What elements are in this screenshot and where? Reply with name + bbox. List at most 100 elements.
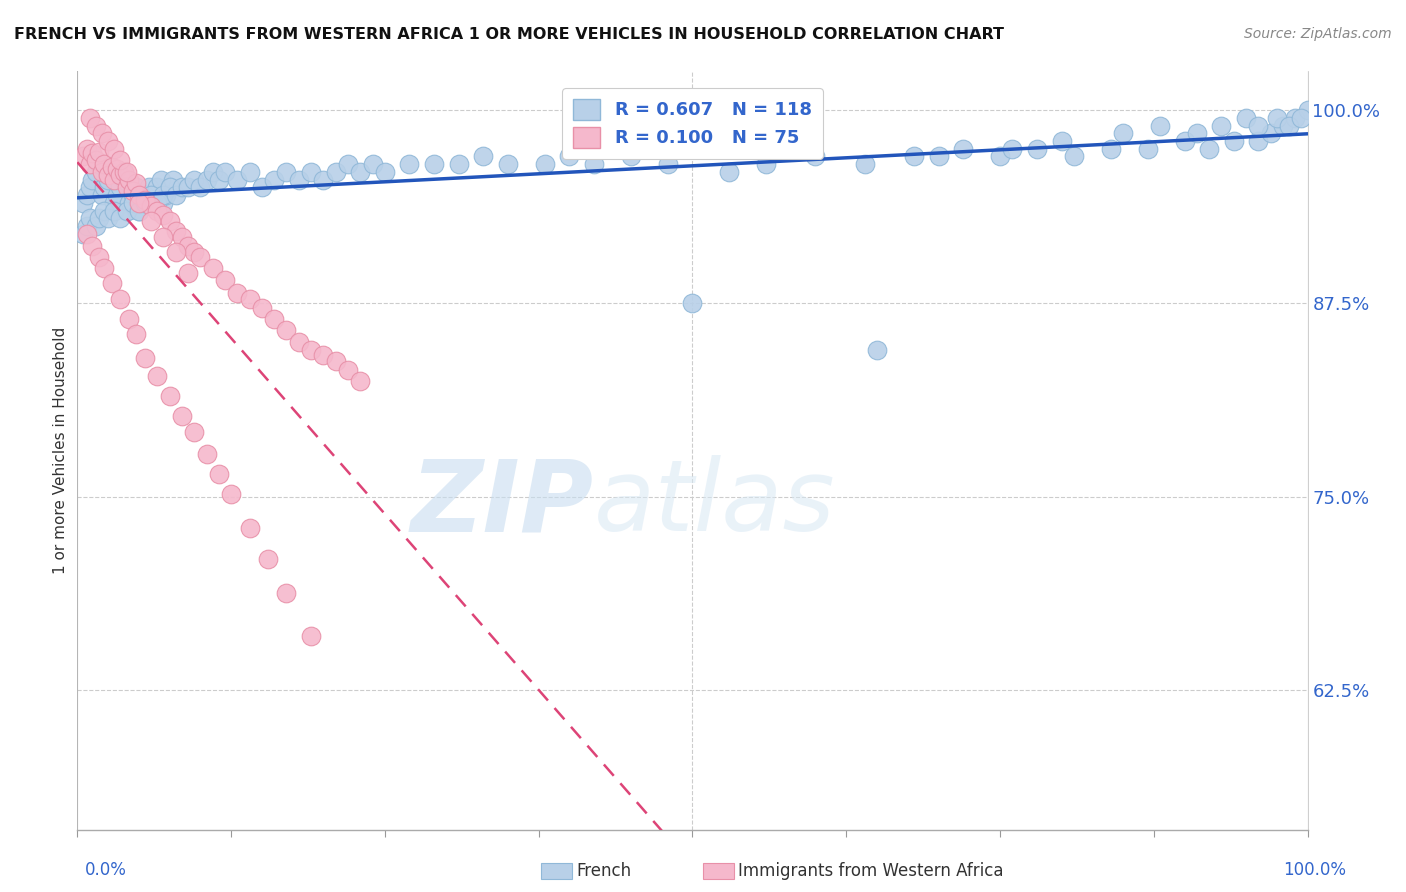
Point <box>239 165 262 179</box>
Point <box>115 203 138 218</box>
Point <box>76 142 98 156</box>
Point <box>201 260 224 275</box>
Point <box>84 165 107 179</box>
Point <box>239 292 262 306</box>
Point <box>423 157 446 171</box>
Point <box>93 203 115 218</box>
Point <box>82 146 104 161</box>
Point <box>141 214 163 228</box>
Point <box>1198 142 1220 156</box>
Text: 0.0%: 0.0% <box>84 861 127 879</box>
Point <box>89 250 111 264</box>
Text: Immigrants from Western Africa: Immigrants from Western Africa <box>738 862 1004 880</box>
Point <box>170 409 193 424</box>
Point <box>89 145 111 159</box>
Point <box>89 211 111 226</box>
Point <box>103 142 125 156</box>
Point <box>90 126 114 140</box>
Point <box>361 157 384 171</box>
Point <box>128 188 150 202</box>
Point <box>84 153 107 167</box>
Point <box>125 327 148 342</box>
Point <box>682 296 704 310</box>
Point <box>447 157 470 171</box>
Point <box>219 487 242 501</box>
Point <box>312 172 335 186</box>
Point <box>1063 149 1085 163</box>
Text: French: French <box>576 862 631 880</box>
Point <box>250 180 273 194</box>
Point <box>121 195 143 210</box>
Point <box>72 149 94 163</box>
Point <box>115 203 138 218</box>
Point <box>1223 134 1246 148</box>
Point <box>97 134 120 148</box>
Point <box>312 347 335 361</box>
Point <box>276 165 298 179</box>
Point <box>337 363 360 377</box>
Point <box>134 188 156 202</box>
Point <box>121 188 143 202</box>
Point <box>128 203 150 218</box>
Point <box>89 157 111 171</box>
Point <box>165 245 187 260</box>
Point <box>110 211 132 226</box>
Point <box>134 195 156 210</box>
Point <box>110 180 132 194</box>
Point <box>146 203 169 218</box>
Point <box>337 157 360 171</box>
Point <box>79 180 101 194</box>
Point <box>183 425 205 439</box>
Point <box>250 301 273 315</box>
Point <box>79 111 101 125</box>
Point <box>125 176 148 190</box>
Point <box>195 446 218 460</box>
Point <box>188 250 212 264</box>
Point <box>263 172 285 186</box>
Text: FRENCH VS IMMIGRANTS FROM WESTERN AFRICA 1 OR MORE VEHICLES IN HOUSEHOLD CORRELA: FRENCH VS IMMIGRANTS FROM WESTERN AFRICA… <box>14 27 1004 42</box>
Point <box>162 172 184 186</box>
Y-axis label: 1 or more Vehicles in Household: 1 or more Vehicles in Household <box>53 326 67 574</box>
Point <box>97 168 120 182</box>
Point <box>76 227 98 241</box>
Point <box>325 353 347 368</box>
Text: Source: ZipAtlas.com: Source: ZipAtlas.com <box>1244 27 1392 41</box>
Point <box>170 180 193 194</box>
Point <box>125 180 148 194</box>
Point <box>152 208 174 222</box>
Point <box>112 172 135 186</box>
Point <box>82 239 104 253</box>
Point <box>134 351 156 365</box>
Point <box>159 180 181 194</box>
Legend: R = 0.607   N = 118, R = 0.100   N = 75: R = 0.607 N = 118, R = 0.100 N = 75 <box>562 88 823 159</box>
Point <box>620 149 643 163</box>
Point <box>276 586 298 600</box>
Point <box>177 180 200 194</box>
Point <box>121 184 143 198</box>
Point <box>299 629 322 643</box>
Point <box>142 188 165 202</box>
Point <box>1026 142 1049 156</box>
Point <box>657 157 679 171</box>
Point <box>349 374 371 388</box>
Point <box>146 180 169 194</box>
Point <box>1247 119 1270 133</box>
Point <box>195 172 218 186</box>
Point <box>115 165 138 179</box>
Point <box>155 188 177 202</box>
Point <box>1136 142 1159 156</box>
Point <box>72 227 94 241</box>
Point <box>1234 111 1257 125</box>
Point <box>72 195 94 210</box>
Point <box>183 172 205 186</box>
Point <box>903 149 925 163</box>
Point <box>146 195 169 210</box>
Point <box>118 195 141 210</box>
Point <box>134 193 156 207</box>
Point <box>1185 126 1208 140</box>
Point <box>718 165 741 179</box>
Point <box>79 157 101 171</box>
Point <box>159 180 181 194</box>
Point <box>152 230 174 244</box>
Point <box>1112 126 1135 140</box>
